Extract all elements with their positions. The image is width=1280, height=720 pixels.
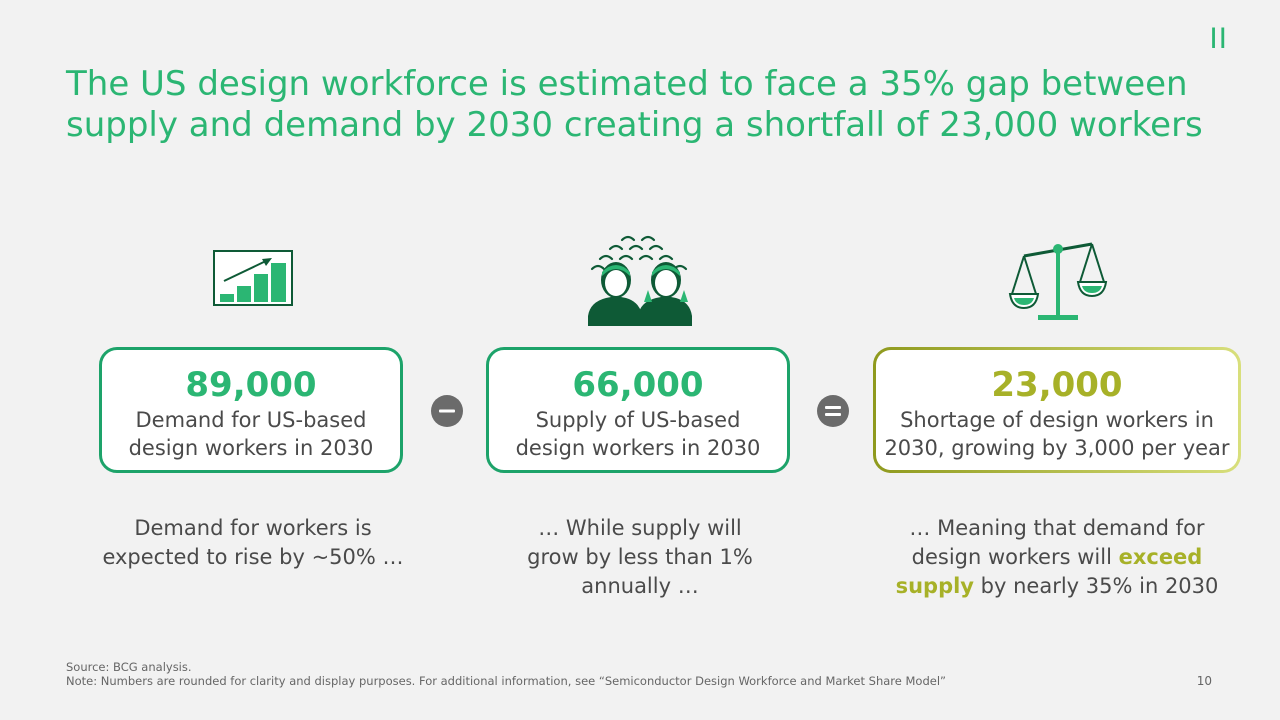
page-title: The US design workforce is estimated to … <box>66 64 1226 146</box>
demand-caption-line-2: expected to rise by ~50% … <box>102 545 404 569</box>
supply-label-line-2: design workers in 2030 <box>515 436 761 460</box>
shortage-caption-text: by nearly 35% in 2030 <box>974 574 1219 598</box>
demand-label: Demand for US-based design workers in 20… <box>102 406 400 462</box>
title-line-2: supply and demand by 2030 creating a sho… <box>66 105 1203 145</box>
minus-icon <box>431 395 463 427</box>
demand-number: 89,000 <box>185 365 317 405</box>
supply-caption-line-1: … While supply will <box>538 516 742 540</box>
shortage-label-line-1: Shortage of design workers in <box>900 408 1214 432</box>
supply-label: Supply of US-based design workers in 203… <box>489 406 787 462</box>
shortage-caption-highlight: supply <box>895 574 974 598</box>
note-line: Note: Numbers are rounded for clarity an… <box>66 674 946 688</box>
demand-caption: Demand for workers is expected to rise b… <box>99 514 407 572</box>
supply-label-line-1: Supply of US-based <box>535 408 741 432</box>
section-marker: II <box>1209 22 1228 55</box>
demand-caption-line-1: Demand for workers is <box>134 516 372 540</box>
shortage-caption-line-1: … Meaning that demand for <box>909 516 1205 540</box>
page-number: 10 <box>1196 674 1212 688</box>
growth-chart-icon <box>212 248 296 310</box>
source-line: Source: BCG analysis. <box>66 660 192 674</box>
shortage-label-line-2: 2030, growing by 3,000 per year <box>884 436 1230 460</box>
shortage-label: Shortage of design workers in 2030, grow… <box>876 406 1238 462</box>
shortage-caption-line-3: supply by nearly 35% in 2030 <box>873 572 1241 601</box>
shortage-caption-highlight: exceed <box>1118 545 1203 569</box>
title-line-1: The US design workforce is estimated to … <box>66 64 1188 104</box>
balance-scale-icon <box>1006 238 1110 324</box>
shortage-number: 23,000 <box>991 365 1123 405</box>
shortage-box: 23,000 Shortage of design workers in 203… <box>873 347 1241 473</box>
demand-box: 89,000 Demand for US-based design worker… <box>99 347 403 473</box>
demand-label-line-1: Demand for US-based <box>135 408 367 432</box>
shortage-caption: … Meaning that demand for design workers… <box>873 514 1241 601</box>
workers-group-icon <box>582 232 698 326</box>
shortage-caption-line-2: design workers will exceed <box>873 543 1241 572</box>
supply-caption-line-3: annually … <box>581 574 699 598</box>
shortage-caption-text: design workers will <box>911 545 1119 569</box>
equals-icon <box>817 395 849 427</box>
source-note: Source: BCG analysis. Note: Numbers are … <box>66 660 946 688</box>
supply-caption: … While supply will grow by less than 1%… <box>486 514 794 601</box>
supply-box: 66,000 Supply of US-based design workers… <box>486 347 790 473</box>
supply-caption-line-2: grow by less than 1% <box>527 545 753 569</box>
demand-label-line-2: design workers in 2030 <box>128 436 374 460</box>
supply-number: 66,000 <box>572 365 704 405</box>
